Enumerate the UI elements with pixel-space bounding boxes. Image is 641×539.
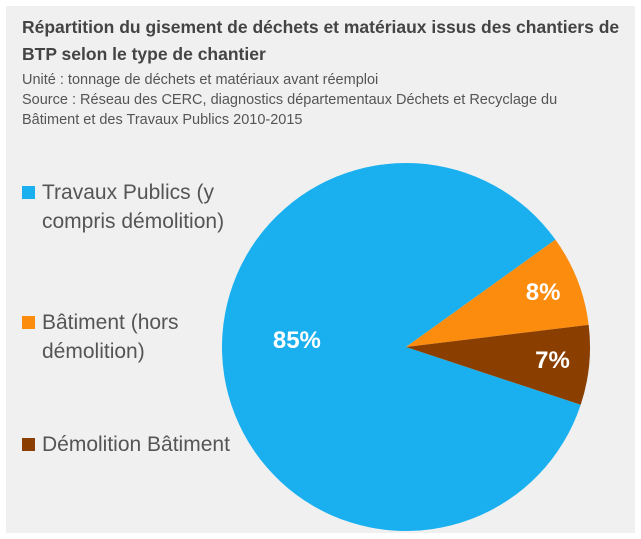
legend-label: Travaux Publics (y compris démolition) xyxy=(42,181,225,233)
subtitle-line: Unité : tonnage de déchets et matériaux … xyxy=(22,72,379,88)
legend-label: Démolition Bâtiment xyxy=(42,433,230,456)
legend-swatch xyxy=(22,438,35,451)
subtitle: Unité : tonnage de déchets et matériaux … xyxy=(22,70,582,130)
pie-slice xyxy=(222,162,581,531)
chart-title: Répartition du gisement de déchets et ma… xyxy=(22,17,620,64)
slice-label: 8% xyxy=(526,279,561,306)
slice-label: 85% xyxy=(273,327,321,354)
legend-entry: Travaux Publics (y compris démolition) xyxy=(22,178,232,236)
legend-label: Bâtiment (hors démolition) xyxy=(42,311,179,363)
legend-entry: Démolition Bâtiment xyxy=(22,430,232,459)
legend-entry: Bâtiment (hors démolition) xyxy=(22,308,232,366)
legend-swatch xyxy=(22,186,35,199)
legend-swatch xyxy=(22,316,35,329)
pie-slice xyxy=(406,239,589,347)
subtitle-line: Source : Réseau des CERC, diagnostics dé… xyxy=(22,92,558,128)
pie-slice xyxy=(406,324,591,405)
slice-label: 7% xyxy=(535,347,570,374)
